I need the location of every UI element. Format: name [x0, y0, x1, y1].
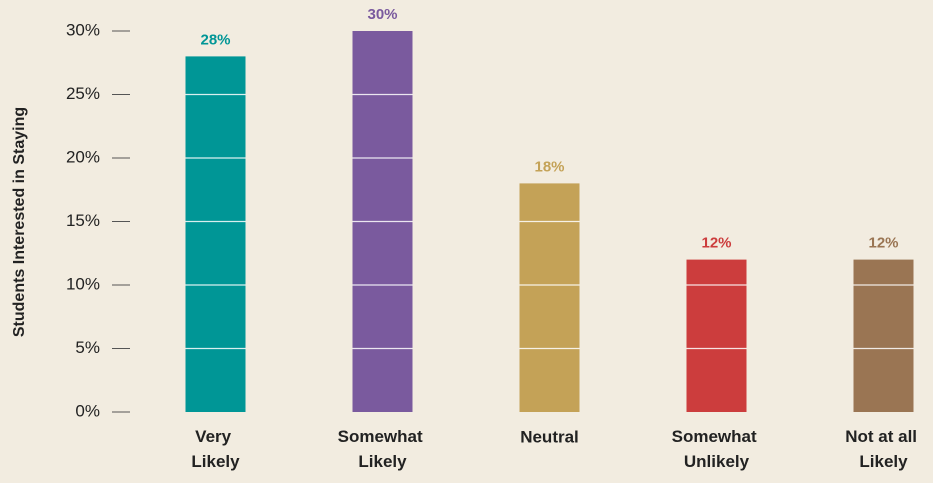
- bar: [519, 183, 580, 412]
- value-label: 18%: [534, 158, 564, 175]
- y-tick-label: 5%: [75, 338, 100, 357]
- value-label: 28%: [200, 31, 230, 48]
- x-tick-label: Somewhat Likely: [338, 427, 428, 471]
- value-label: 12%: [868, 235, 898, 252]
- x-tick-label: Somewhat Unlikely: [672, 427, 762, 471]
- bar: [853, 259, 914, 412]
- y-tick-label: 25%: [66, 84, 100, 103]
- value-label: 30%: [367, 6, 397, 23]
- y-tick-label: 0%: [75, 401, 100, 420]
- y-tick-label: 30%: [66, 20, 100, 39]
- bar: [185, 56, 246, 413]
- value-label: 12%: [701, 235, 731, 252]
- x-tick-label: Very Likely: [191, 427, 240, 471]
- y-tick-label: 20%: [66, 147, 100, 166]
- y-axis-label: Students Interested in Staying: [11, 107, 28, 337]
- y-tick-label: 15%: [66, 211, 100, 230]
- y-tick-label: 10%: [66, 274, 100, 293]
- x-tick-label: Neutral: [520, 427, 579, 446]
- bar: [686, 259, 747, 412]
- x-tick-label: Not at all Likely: [845, 427, 922, 471]
